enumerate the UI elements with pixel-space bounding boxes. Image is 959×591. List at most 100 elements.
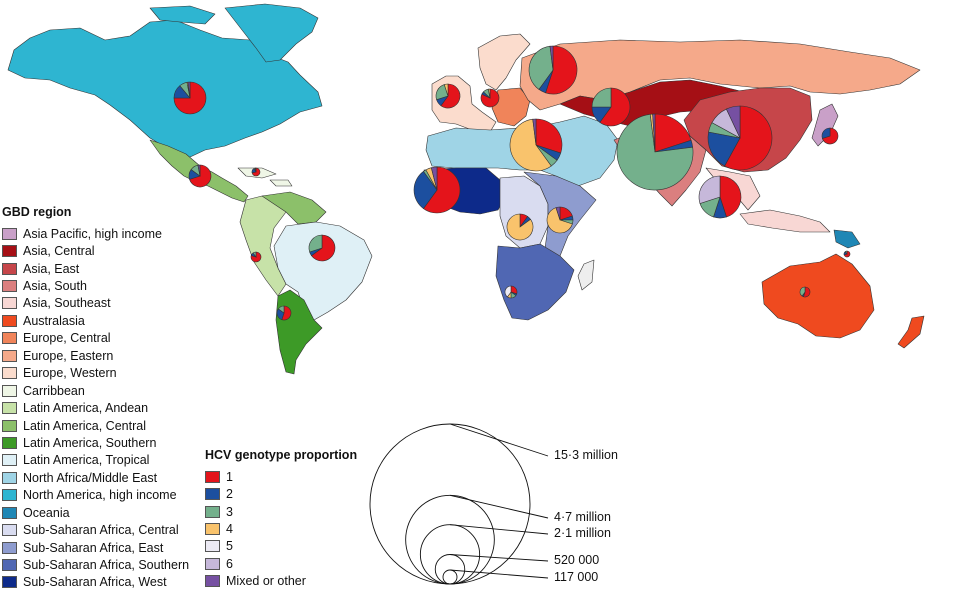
genotype-pie — [251, 167, 261, 177]
gbd-legend-item: Europe, Western — [2, 365, 189, 382]
pie-slice — [599, 87, 631, 127]
genotype-pie — [276, 305, 292, 321]
gbd-legend-swatch — [2, 541, 17, 554]
size-key-leader — [449, 554, 549, 562]
gbd-legend-swatch — [2, 436, 17, 449]
genotype-pie — [616, 113, 694, 191]
gbd-legend-swatch — [2, 454, 17, 467]
genotype-legend-label: 3 — [226, 504, 233, 519]
gbd-legend-item: North Africa/Middle East — [2, 469, 189, 486]
gbd-legend-swatch — [2, 227, 17, 240]
genotype-pie — [509, 118, 563, 172]
genotype-legend-swatch — [205, 505, 220, 518]
gbd-legend-item: Carribbean — [2, 382, 189, 399]
pie-slice — [308, 234, 323, 253]
gbd-legend-item: Asia, Southeast — [2, 295, 189, 312]
genotype-legend-swatch — [205, 557, 220, 570]
pie-slice — [440, 83, 461, 109]
genotype-legend-label: 4 — [226, 522, 233, 537]
size-key-circle — [434, 554, 466, 585]
genotype-pie — [707, 105, 773, 171]
gbd-legend-item: Latin America, Tropical — [2, 452, 189, 469]
region-australasia — [761, 253, 875, 339]
region-caribbean-2 — [269, 179, 293, 187]
gbd-legend-item: Sub-Saharan Africa, West — [2, 574, 189, 591]
genotype-legend-item: 1 — [205, 468, 306, 485]
genotype-legend-swatch — [205, 488, 220, 501]
genotype-pie — [506, 213, 534, 241]
size-key-label: 2·1 million — [554, 526, 611, 540]
gbd-legend-swatch — [2, 280, 17, 293]
pie-slice — [443, 83, 449, 97]
region-new-zealand — [897, 315, 925, 349]
gbd-legend-swatch — [2, 471, 17, 484]
genotype-pie — [528, 45, 578, 95]
gbd-legend-swatch — [2, 559, 17, 572]
region-north-america-high-income — [7, 19, 323, 159]
pie-slice — [277, 305, 285, 314]
genotype-legend-label: 6 — [226, 556, 233, 571]
region-madagascar — [577, 259, 595, 291]
pie-slice — [844, 250, 848, 255]
region-europe-central — [491, 87, 531, 127]
gbd-legend-swatch — [2, 297, 17, 310]
pie-slice — [724, 105, 773, 171]
gbd-legend-label: Sub-Saharan Africa, East — [23, 540, 164, 555]
genotype-pie — [480, 88, 500, 108]
pie-slice — [504, 285, 512, 298]
gbd-legend-label: Latin America, Central — [23, 418, 146, 433]
gbd-legend-item: Sub-Saharan Africa, Southern — [2, 556, 189, 573]
genotype-legend-item: 5 — [205, 538, 306, 555]
gbd-legend-swatch — [2, 576, 17, 589]
pie-slice — [719, 175, 742, 218]
genotype-legend-title: HCV genotype proportion — [205, 448, 358, 462]
region-asia-southeast-islands — [739, 209, 831, 233]
gbd-legend-label: Asia Pacific, high income — [23, 226, 162, 241]
gbd-legend-swatch — [2, 384, 17, 397]
genotype-pie — [413, 166, 461, 214]
pie-slice — [616, 113, 694, 191]
pie-slice — [591, 87, 612, 108]
gbd-legend-label: Europe, Eastern — [23, 348, 114, 363]
pie-slice — [546, 207, 573, 234]
gbd-legend-title: GBD region — [2, 205, 72, 219]
pie-slice — [549, 45, 554, 71]
gbd-legend-label: Oceania — [23, 505, 70, 520]
genotype-pie — [504, 285, 518, 299]
gbd-legend-label: North Africa/Middle East — [23, 470, 158, 485]
genotype-pie — [698, 175, 742, 219]
size-key-circle — [369, 423, 531, 585]
size-key-circle — [442, 569, 458, 585]
genotype-legend-swatch — [205, 470, 220, 483]
genotype-pie — [591, 87, 631, 127]
pie-slice — [707, 131, 741, 167]
size-key-leader — [449, 494, 549, 519]
gbd-legend-item: Australasia — [2, 312, 189, 329]
pie-slice — [506, 213, 534, 241]
pie-slice — [545, 45, 578, 95]
region-oceania — [833, 229, 861, 249]
pie-slice — [654, 113, 692, 153]
pie-slice — [254, 167, 257, 173]
gbd-legend-label: Asia, East — [23, 261, 80, 276]
size-key-label: 520 000 — [554, 553, 600, 567]
gbd-legend-label: Australasia — [23, 313, 85, 328]
pie-slice — [423, 166, 461, 214]
genotype-pie — [821, 127, 839, 145]
gbd-legend-label: Asia, Central — [23, 244, 95, 259]
size-key-circle — [405, 494, 495, 585]
gbd-legend-label: Europe, Western — [23, 366, 117, 381]
pie-slice — [187, 81, 191, 99]
pie-slice — [250, 251, 262, 263]
size-key-label: 15·3 million — [554, 448, 618, 462]
genotype-pie — [250, 251, 262, 263]
size-key-leader — [449, 569, 549, 579]
gbd-legend-item: Asia, East — [2, 260, 189, 277]
gbd-legend-swatch — [2, 262, 17, 275]
pie-slice — [725, 105, 741, 139]
pie-slice — [413, 170, 438, 210]
gbd-legend-label: Asia, South — [23, 279, 87, 294]
pie-slice — [487, 88, 491, 99]
region-greenland — [224, 3, 319, 63]
genotype-legend-swatch — [205, 540, 220, 553]
